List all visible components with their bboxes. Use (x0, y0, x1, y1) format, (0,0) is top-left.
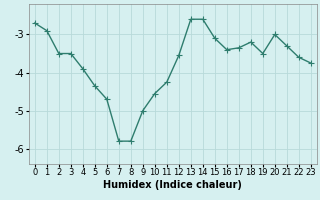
X-axis label: Humidex (Indice chaleur): Humidex (Indice chaleur) (103, 180, 242, 190)
